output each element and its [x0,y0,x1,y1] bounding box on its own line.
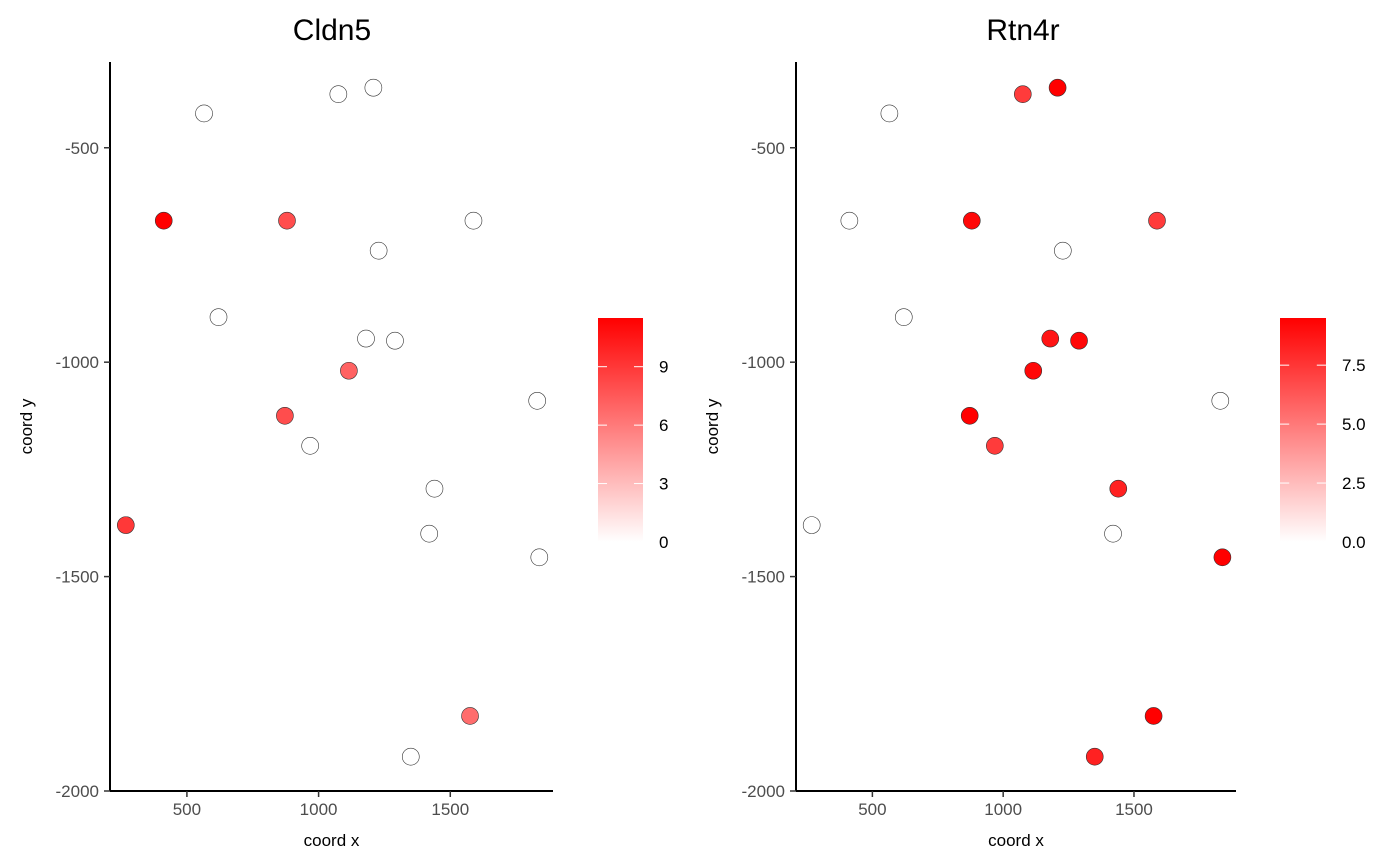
data-point [461,707,479,725]
data-point [1148,211,1166,230]
x-tick-label: 1000 [300,800,338,819]
chart-panel-cldn5: Cldn5 500 1000 1500 -500 -1000 -1500 -2000 coord… [17,14,668,850]
data-point [1109,479,1128,498]
data-point [420,524,439,543]
colorbar-tick-label: 7.5 [1342,356,1366,375]
data-point [1211,391,1230,410]
data-point [1024,361,1043,380]
chart-panel-rtn4r: Rtn4r 500 1000 1500 -500 -1000 -1500 -2000 coord… [703,14,1366,850]
data-point [1070,331,1088,350]
y-tick-label: -1000 [56,353,99,372]
data-point [1041,329,1060,348]
y-tick-label: -1000 [742,353,785,372]
data-point [880,104,899,123]
colorbar [1280,318,1326,542]
y-tick-label: -1500 [56,568,99,587]
data-point [1014,85,1032,103]
data-point [195,104,213,123]
y-tick-label: -2000 [742,782,785,801]
colorbar-tick-label: 2.5 [1342,474,1366,493]
data-point [329,85,348,103]
data-point [1144,707,1163,725]
data-point [386,331,404,350]
y-axis-label: coord y [17,398,36,454]
data-point [962,211,981,230]
x-tick-label: 1500 [431,800,469,819]
data-point [1048,78,1067,97]
data-point [425,479,444,498]
y-tick-label: -1500 [742,568,785,587]
colorbar-tick-label: 5.0 [1342,415,1366,434]
x-tick-label: 1000 [984,800,1022,819]
data-point [802,516,821,534]
colorbar-tick-label: 0.0 [1342,533,1366,552]
data-point [357,329,375,348]
chart-title: Rtn4r [986,14,1059,47]
colorbar [598,318,643,542]
data-point [401,747,420,766]
data-point [154,211,173,230]
data-point [369,241,388,260]
colorbar-tick-label: 3 [659,475,668,494]
data-point [1104,524,1122,543]
colorbar-tick-label: 0 [659,533,668,552]
data-point [986,436,1004,455]
colorbar-tick-label: 9 [659,358,668,377]
colorbar-tick-label: 6 [659,416,668,435]
data-point [301,436,319,455]
data-point [117,516,135,534]
y-tick-label: -2000 [56,782,99,801]
data-point [1054,241,1072,260]
data-point [209,308,228,326]
data-point [340,361,358,380]
x-axis-label: coord x [304,831,360,850]
x-tick-label: 1500 [1115,800,1153,819]
y-tick-label: -500 [65,139,99,158]
data-point [276,406,294,425]
y-tick-label: -500 [751,139,785,158]
x-tick-label: 500 [173,800,201,819]
x-axis-label: coord x [988,831,1044,850]
data-point [894,308,913,326]
data-point [960,406,979,425]
data-point [1085,747,1104,766]
chart-title: Cldn5 [293,14,371,47]
data-point [464,211,483,230]
data-point [364,78,383,97]
y-axis-label: coord y [703,398,722,454]
data-point [1213,548,1232,567]
x-tick-label: 500 [858,800,886,819]
data-point [530,548,549,567]
data-point [278,211,296,230]
data-point [840,211,859,230]
data-point [528,391,546,410]
